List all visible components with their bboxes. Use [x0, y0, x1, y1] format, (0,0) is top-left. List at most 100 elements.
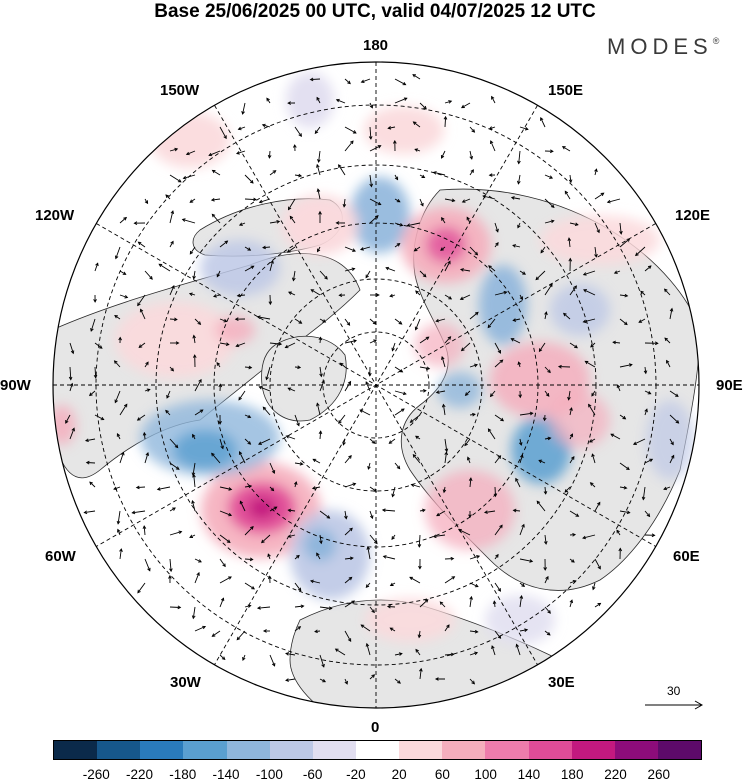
wind-vector-head	[165, 194, 169, 199]
wind-vector	[69, 342, 74, 354]
lon-label-0: 0	[371, 719, 380, 736]
wind-vector	[519, 454, 523, 464]
wind-vector	[238, 126, 246, 130]
wind-vector	[212, 170, 221, 176]
wind-vector-head	[564, 489, 569, 493]
wind-vector-head	[299, 462, 304, 466]
wind-vector	[619, 414, 626, 420]
wind-vector-head	[316, 402, 320, 407]
wind-vector	[592, 582, 596, 590]
wind-vector-head	[474, 583, 479, 588]
wind-vector	[412, 454, 421, 464]
wind-vector-head	[142, 525, 147, 529]
wind-vector	[466, 217, 471, 224]
wind-vector	[86, 462, 96, 464]
wind-vector-head	[168, 574, 172, 579]
wind-vector	[360, 624, 371, 632]
wind-vector	[383, 555, 396, 560]
wind-vector-head	[572, 532, 577, 537]
wind-vector-head	[517, 160, 521, 165]
wind-vector	[344, 600, 355, 608]
wind-vector-head	[574, 222, 579, 227]
wind-vector-head	[569, 407, 573, 411]
anomaly-negative-north-atlantic-core	[304, 529, 336, 561]
wind-vector-head	[220, 445, 224, 450]
wind-vector-head	[116, 520, 121, 525]
wind-vector	[344, 577, 352, 584]
wind-vector-head	[464, 392, 469, 396]
wind-vector-head	[210, 198, 215, 202]
wind-vector-head	[147, 567, 151, 572]
wind-vector-head	[65, 420, 69, 424]
wind-vector-head	[412, 453, 417, 458]
wind-vector-head	[670, 441, 674, 446]
wind-vector-head	[596, 229, 600, 234]
wind-vector-head	[258, 441, 262, 445]
wind-vector-head	[588, 403, 592, 408]
wind-vector-head	[285, 652, 290, 656]
lon-label-120e: 120E	[675, 207, 711, 224]
wind-vector-head	[474, 651, 479, 656]
wind-vector-head	[592, 586, 596, 591]
wind-vector	[469, 364, 478, 368]
wind-vector	[113, 486, 121, 490]
wind-vector-head	[365, 381, 369, 386]
wind-vector-head	[98, 345, 103, 349]
wind-vector-head	[522, 271, 527, 275]
lon-label-60e: 60E	[673, 548, 700, 565]
wind-vector	[511, 197, 521, 200]
wind-vector-head	[377, 201, 382, 206]
wind-vector	[169, 285, 175, 296]
wind-vector	[193, 270, 196, 279]
wind-vector	[414, 246, 421, 252]
wind-vector	[385, 267, 396, 272]
wind-vector	[460, 268, 471, 272]
wind-vector	[519, 629, 528, 632]
wind-vector	[169, 148, 178, 152]
wind-vector	[369, 215, 379, 224]
wind-vector-head	[197, 321, 202, 325]
wind-vector-head	[293, 481, 298, 486]
wind-vector	[236, 630, 246, 641]
wind-vector-head	[646, 513, 651, 518]
wind-vector-head	[319, 540, 323, 545]
wind-vector	[137, 294, 146, 306]
wind-vector-head	[441, 355, 445, 360]
wind-vector-head	[373, 339, 378, 343]
wind-vector-head	[135, 485, 140, 490]
wind-vector-head	[138, 344, 143, 348]
wind-vector-head	[250, 526, 254, 530]
map-boundary	[52, 61, 700, 709]
wind-vector-head	[328, 606, 333, 611]
wind-vector-head	[131, 510, 136, 515]
wind-vector-head	[347, 380, 352, 385]
wind-vector	[394, 318, 402, 325]
wind-vector	[444, 438, 448, 452]
wind-vector	[394, 408, 405, 416]
wind-vector-head	[216, 273, 220, 278]
wind-vector-head	[547, 369, 551, 374]
wind-vector	[664, 288, 671, 296]
wind-vector	[169, 438, 179, 448]
wind-vector-head	[663, 486, 668, 491]
wind-vector-head	[211, 213, 216, 218]
wind-vector	[192, 462, 196, 476]
wind-vector	[294, 414, 300, 426]
wind-vector	[219, 240, 228, 248]
wind-vector-head	[170, 367, 175, 372]
wind-vector	[169, 210, 174, 224]
wind-vector-head	[619, 230, 623, 235]
wind-vector-head	[412, 74, 417, 78]
wind-vector-head	[342, 203, 347, 208]
wind-vector	[138, 342, 146, 348]
wind-vector-head	[444, 451, 449, 456]
wind-vector	[69, 366, 72, 380]
wind-vector-head	[417, 544, 422, 548]
wind-vector-head	[199, 409, 204, 413]
wind-vector-head	[85, 460, 90, 465]
wind-vector-head	[292, 144, 297, 148]
wind-vector-head	[322, 678, 327, 683]
wind-vector	[344, 455, 352, 464]
wind-vector	[194, 626, 206, 632]
wind-vector-head	[475, 311, 479, 316]
